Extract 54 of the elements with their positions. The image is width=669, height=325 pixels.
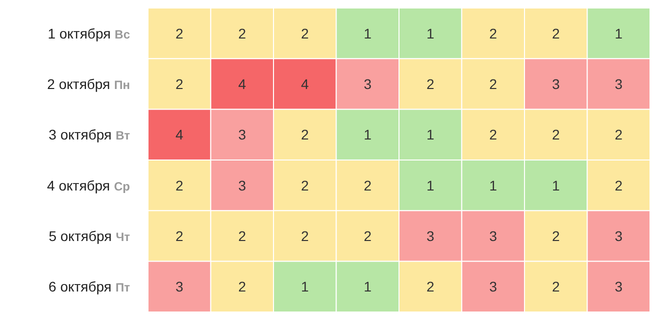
data-label: 2	[175, 25, 184, 42]
data-label: 2	[552, 228, 560, 244]
data-label: 1	[426, 177, 434, 194]
data-label: 3	[489, 228, 498, 244]
data-label: 2	[489, 76, 498, 92]
data-label: 2	[175, 177, 184, 194]
data-label: 3	[364, 76, 372, 92]
data-label: 2	[364, 177, 372, 194]
data-label: 4	[300, 76, 309, 92]
y-tick-label: 4 октября Ср	[47, 177, 130, 194]
data-label: 3	[489, 278, 498, 295]
data-label: 3	[614, 278, 623, 295]
data-label: 2	[426, 278, 434, 295]
y-tick-label: 5 октября Чт	[48, 228, 130, 244]
data-label: 2	[238, 278, 246, 295]
data-label: 3	[552, 76, 560, 92]
y-tick-label: 6 октября Пт	[48, 278, 130, 295]
data-label: 1	[552, 177, 560, 194]
data-label: 3	[426, 228, 434, 244]
data-label: 2	[175, 228, 184, 244]
data-label: 2	[300, 126, 309, 143]
data-label: 2	[614, 126, 623, 143]
data-label: 2	[426, 76, 434, 92]
data-label: 2	[238, 228, 246, 244]
data-label: 2	[614, 177, 623, 194]
data-label: 3	[238, 177, 246, 194]
data-label: 2	[552, 278, 560, 295]
data-label: 1	[300, 278, 309, 295]
data-label: 3	[614, 228, 623, 244]
data-label: 2	[238, 25, 246, 42]
data-label: 1	[426, 126, 434, 143]
data-label: 2	[552, 25, 560, 42]
data-label: 2	[552, 126, 560, 143]
data-label: 2	[300, 25, 309, 42]
data-label: 1	[364, 278, 372, 295]
data-label: 1	[364, 25, 372, 42]
y-tick-label: 1 октября Вс	[48, 25, 130, 42]
data-label: 1	[614, 25, 623, 42]
y-tick-label: 2 октября Пн	[47, 76, 130, 92]
data-label: 1	[364, 126, 372, 143]
data-label: 2	[175, 76, 184, 92]
data-label: 3	[614, 76, 623, 92]
data-label: 2	[364, 228, 372, 244]
data-label: 4	[238, 76, 246, 92]
data-label: 1	[489, 177, 498, 194]
data-label: 3	[238, 126, 246, 143]
data-label: 4	[175, 126, 184, 143]
data-label: 3	[175, 278, 184, 295]
data-label: 2	[489, 25, 498, 42]
data-label: 2	[489, 126, 498, 143]
data-label: 1	[426, 25, 434, 42]
data-label: 2	[300, 228, 309, 244]
y-tick-label: 3 октября Вт	[48, 126, 130, 143]
data-label: 2	[300, 177, 309, 194]
